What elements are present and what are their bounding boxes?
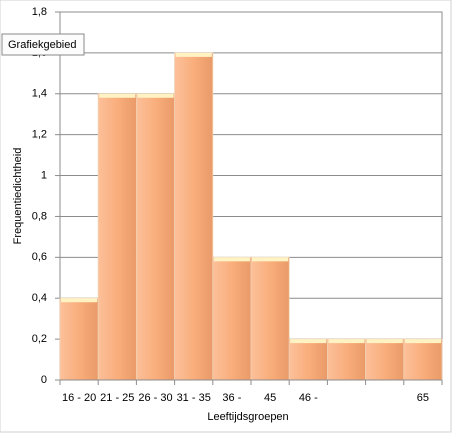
- x-tick-label: 36 -: [222, 392, 241, 404]
- x-tick-label: 21 - 25: [100, 392, 134, 404]
- bar: [326, 338, 366, 381]
- bar: [174, 52, 214, 381]
- y-tick-label: 0: [41, 374, 47, 386]
- x-tick-label: 26 - 30: [138, 392, 172, 404]
- bar-cap: [213, 257, 250, 262]
- bar-cap: [175, 52, 212, 57]
- bar-cap: [252, 257, 289, 262]
- x-tick-label: 31 - 35: [177, 392, 211, 404]
- x-tick-label: 45: [264, 392, 276, 404]
- x-tick-label: 46 -: [299, 392, 318, 404]
- bar-cap: [137, 93, 174, 98]
- bar: [212, 256, 252, 381]
- bar: [288, 338, 328, 381]
- bar: [250, 256, 290, 381]
- y-tick-label: 1: [41, 169, 47, 181]
- bar: [59, 297, 99, 381]
- bar-cap: [99, 93, 136, 98]
- bar-cap: [290, 339, 327, 344]
- x-tick-label: 16 - 20: [62, 392, 96, 404]
- y-tick-label: 0,2: [32, 333, 47, 345]
- y-tick-label: 0,4: [32, 292, 47, 304]
- y-axis-label: Frequentiedichtheid: [12, 148, 24, 245]
- y-tick-label: 1,2: [32, 129, 47, 141]
- bar-cap: [328, 339, 365, 344]
- tooltip-text: Grafiekgebied: [8, 39, 77, 51]
- bar-cap: [61, 298, 98, 303]
- y-tick-label: 1,8: [32, 6, 47, 18]
- bar: [135, 93, 175, 381]
- bar: [403, 338, 443, 381]
- bar-cap: [366, 339, 403, 344]
- tooltip-box: [1, 33, 85, 56]
- x-tick-label: 65: [417, 392, 429, 404]
- bar-cap: [404, 339, 441, 344]
- tooltip: Grafiekgebied: [1, 33, 85, 56]
- x-axis-label: Leeftijdsgroepen: [207, 411, 288, 423]
- bar: [365, 338, 405, 381]
- bar: [97, 93, 137, 381]
- y-tick-label: 1,4: [32, 88, 47, 100]
- y-tick-label: 0,6: [32, 251, 47, 263]
- y-tick-label: 0,8: [32, 210, 47, 222]
